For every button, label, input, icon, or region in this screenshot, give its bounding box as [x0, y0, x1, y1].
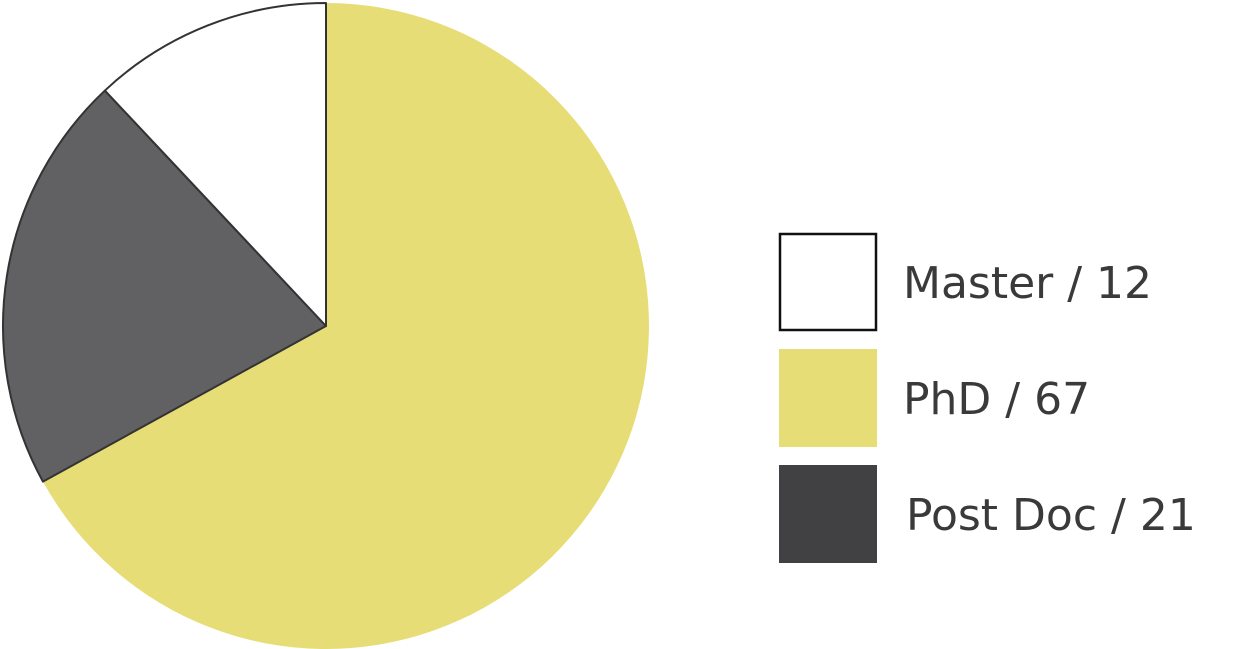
legend-label-master: Master / 12: [903, 258, 1152, 309]
legend-swatch-post-doc: [779, 465, 877, 563]
legend-label-phd: PhD / 67: [903, 374, 1090, 425]
legend-swatch-phd: [779, 349, 877, 447]
pie-slices: [2, 2, 649, 649]
legend-swatch-master: [778, 232, 878, 332]
pie-slice-post-doc: [2, 89, 327, 483]
pie-slice-master: [103, 2, 327, 327]
legend: Master / 12 PhD / 67 Post Doc / 21: [778, 232, 1196, 563]
legend-label-post-doc: Post Doc / 21: [906, 490, 1196, 541]
pie-slice-phd: [42, 3, 649, 649]
